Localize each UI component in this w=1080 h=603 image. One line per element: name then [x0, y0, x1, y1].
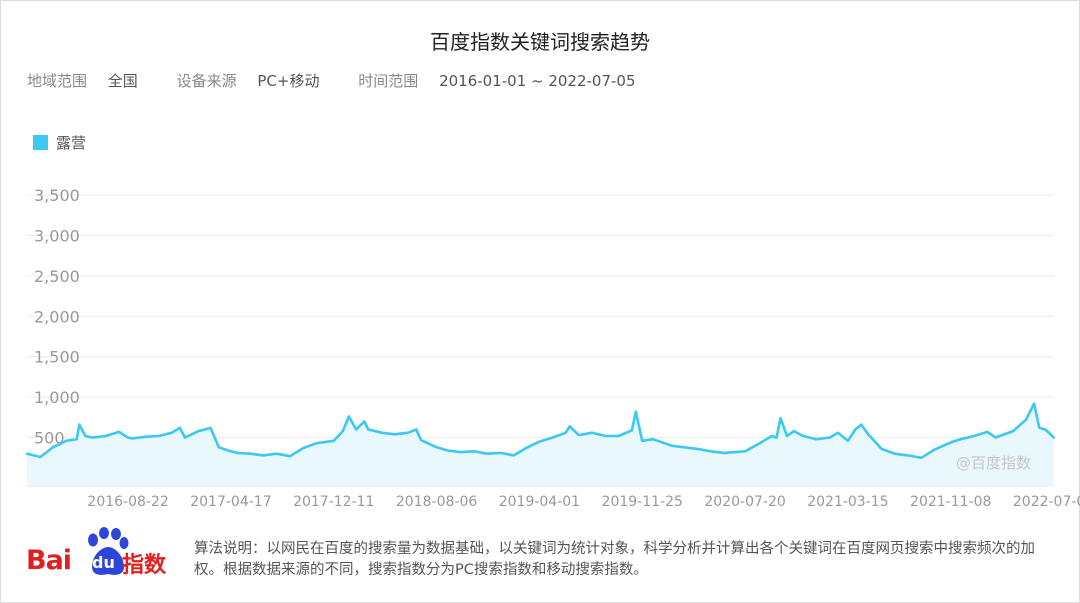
- x-tick-label: 2019-11-25: [602, 494, 683, 510]
- footer: Bai du 指数 算法说明：以网民在百度的搜索量为数据基础，以关键词为统计对象…: [26, 527, 1066, 587]
- filter-time-value[interactable]: 2016-01-01 ~ 2022-07-05: [439, 72, 636, 90]
- y-tick-label: 3,500: [34, 186, 80, 205]
- y-tick-label: 500: [34, 429, 65, 448]
- x-tick-label: 2022-07-04: [1013, 494, 1080, 510]
- logo-zhishu-text: 指数: [122, 553, 167, 578]
- x-tick-label: 2021-11-08: [910, 494, 991, 510]
- legend-label: 露营: [56, 134, 87, 152]
- series-area: [27, 403, 1054, 486]
- paw-icon: [88, 527, 129, 575]
- trend-chart[interactable]: 500 1,000 1,500 2,000 2,500 3,000 3,500 2016-08…: [0, 0, 1080, 520]
- logo-bai-text: Bai: [26, 545, 72, 576]
- x-tick-label: 2021-03-15: [807, 494, 888, 510]
- filter-region-label: 地域范围: [27, 72, 88, 90]
- logo-du-text: du: [92, 553, 115, 572]
- x-tick-label: 2020-07-20: [704, 494, 785, 510]
- legend-swatch: [33, 135, 48, 150]
- filter-device-label: 设备来源: [176, 72, 237, 90]
- chart-title: 百度指数关键词搜索趋势: [430, 30, 650, 54]
- filter-time-label: 时间范围: [358, 72, 419, 90]
- x-tick-label: 2019-04-01: [499, 494, 580, 510]
- x-tick-label: 2018-08-06: [396, 494, 477, 510]
- algorithm-note: 算法说明：以网民在百度的搜索量为数据基础，以关键词为统计对象，科学分析并计算出各…: [194, 541, 1035, 578]
- filter-device-value[interactable]: PC+移动: [257, 72, 320, 90]
- x-tick-label: 2017-04-17: [190, 494, 271, 510]
- chart-legend[interactable]: 露营: [33, 132, 86, 153]
- baidu-index-logo: Bai du 指数: [26, 527, 176, 583]
- y-tick-label: 2,000: [34, 307, 80, 326]
- y-tick-label: 1,500: [34, 348, 80, 367]
- y-tick-label: 3,000: [34, 226, 80, 245]
- watermark: @百度指数: [956, 454, 1032, 472]
- filter-region-value[interactable]: 全国: [107, 72, 138, 90]
- filter-bar: 地域范围 全国 设备来源 PC+移动 时间范围 2016-01-01 ~ 202…: [27, 70, 670, 91]
- series-line-露营[interactable]: [25, 402, 1055, 460]
- y-tick-label: 1,000: [34, 388, 80, 407]
- x-tick-label: 2016-08-22: [87, 494, 168, 510]
- x-tick-label: 2017-12-11: [293, 494, 374, 510]
- y-tick-label: 2,500: [34, 267, 80, 286]
